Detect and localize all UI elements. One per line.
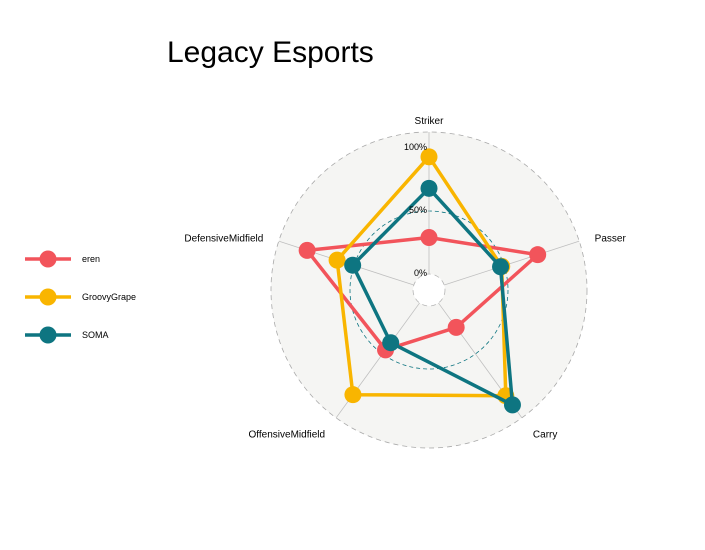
axis-label-Passer: Passer	[595, 233, 627, 244]
legend-marker-SOMA	[39, 326, 57, 344]
legend-label-SOMA: SOMA	[82, 330, 109, 340]
legend-label-eren: eren	[82, 254, 100, 264]
data-point-SOMA-DefensiveMidfield	[344, 256, 362, 274]
data-point-GroovyGrape-OffensiveMidfield	[344, 386, 362, 404]
data-point-SOMA-Striker	[420, 179, 438, 197]
legend-label-GroovyGrape: GroovyGrape	[82, 292, 136, 302]
legend-marker-GroovyGrape	[39, 288, 57, 306]
axis-label-DefensiveMidfield: DefensiveMidfield	[184, 233, 263, 244]
data-point-eren-DefensiveMidfield	[298, 241, 316, 259]
series-line-eren	[305, 235, 540, 352]
axis-label-Carry: Carry	[533, 430, 557, 441]
data-point-SOMA-OffensiveMidfield	[382, 334, 400, 352]
data-point-SOMA-Carry	[503, 396, 521, 414]
grid-label: 50%	[409, 205, 427, 215]
data-point-eren-Passer	[529, 246, 547, 264]
legend-marker-eren	[39, 250, 57, 268]
axis-label-OffensiveMidfield: OffensiveMidfield	[249, 430, 326, 441]
grid-label: 0%	[414, 268, 427, 278]
data-point-GroovyGrape-DefensiveMidfield	[328, 251, 346, 269]
axis-line	[444, 240, 580, 286]
grid-circle-0	[412, 273, 446, 307]
chart-title: Legacy Esports	[167, 36, 374, 69]
data-point-SOMA-Passer	[492, 258, 510, 276]
grid-label: 100%	[404, 142, 427, 152]
data-point-eren-Carry	[447, 318, 465, 336]
data-point-GroovyGrape-Striker	[420, 148, 438, 166]
series-line-GroovyGrape	[335, 155, 508, 398]
data-point-eren-Striker	[420, 228, 438, 246]
series-line-SOMA	[350, 186, 515, 407]
axis-label-Striker: Striker	[415, 116, 445, 127]
